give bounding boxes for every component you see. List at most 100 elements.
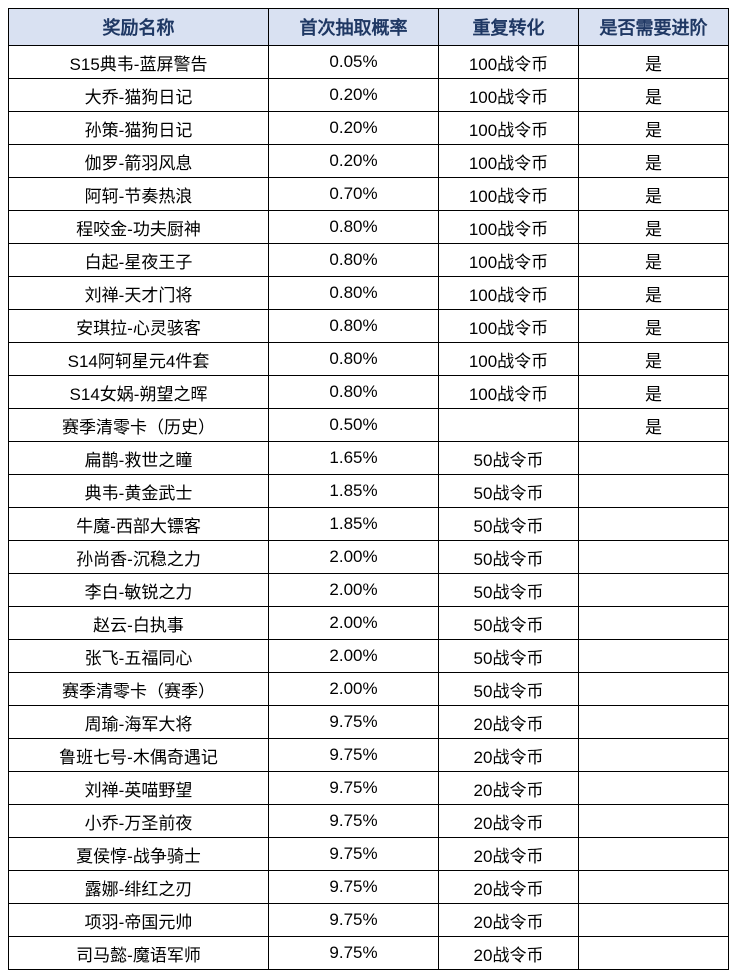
cell-name: 孙尚香-沉稳之力 <box>9 541 269 574</box>
cell-convert <box>439 409 579 442</box>
cell-convert: 100战令币 <box>439 145 579 178</box>
cell-name: 扁鹊-救世之瞳 <box>9 442 269 475</box>
cell-name: 阿轲-节奏热浪 <box>9 178 269 211</box>
table-row: 李白-敏锐之力2.00%50战令币 <box>9 574 729 607</box>
cell-rate: 0.80% <box>269 211 439 244</box>
table-row: 大乔-猫狗日记0.20%100战令币是 <box>9 79 729 112</box>
cell-name: S15典韦-蓝屏警告 <box>9 46 269 79</box>
cell-rate: 2.00% <box>269 541 439 574</box>
cell-name: 司马懿-魔语军师 <box>9 937 269 970</box>
cell-name: 孙策-猫狗日记 <box>9 112 269 145</box>
cell-convert: 100战令币 <box>439 343 579 376</box>
cell-convert: 20战令币 <box>439 739 579 772</box>
cell-convert: 100战令币 <box>439 79 579 112</box>
table-row: 孙尚香-沉稳之力2.00%50战令币 <box>9 541 729 574</box>
cell-rate: 0.05% <box>269 46 439 79</box>
cell-rate: 0.20% <box>269 145 439 178</box>
col-header-rate: 首次抽取概率 <box>269 9 439 46</box>
cell-name: 伽罗-箭羽风息 <box>9 145 269 178</box>
cell-convert: 100战令币 <box>439 244 579 277</box>
cell-name: 项羽-帝国元帅 <box>9 904 269 937</box>
cell-name: 赛季清零卡（历史） <box>9 409 269 442</box>
cell-rate: 0.80% <box>269 376 439 409</box>
cell-convert: 100战令币 <box>439 277 579 310</box>
cell-name: 夏侯惇-战争骑士 <box>9 838 269 871</box>
cell-rate: 1.85% <box>269 475 439 508</box>
cell-rate: 9.75% <box>269 904 439 937</box>
table-row: 牛魔-西部大镖客1.85%50战令币 <box>9 508 729 541</box>
cell-name: 刘禅-英喵野望 <box>9 772 269 805</box>
col-header-convert: 重复转化 <box>439 9 579 46</box>
cell-advance <box>579 805 729 838</box>
cell-name: 张飞-五福同心 <box>9 640 269 673</box>
table-row: 司马懿-魔语军师9.75%20战令币 <box>9 937 729 970</box>
cell-name: 赛季清零卡（赛季） <box>9 673 269 706</box>
cell-advance: 是 <box>579 112 729 145</box>
cell-advance <box>579 937 729 970</box>
table-row: 典韦-黄金武士1.85%50战令币 <box>9 475 729 508</box>
cell-advance: 是 <box>579 310 729 343</box>
cell-name: 鲁班七号-木偶奇遇记 <box>9 739 269 772</box>
cell-rate: 9.75% <box>269 739 439 772</box>
cell-rate: 9.75% <box>269 937 439 970</box>
cell-rate: 9.75% <box>269 706 439 739</box>
cell-rate: 0.20% <box>269 79 439 112</box>
table-row: 白起-星夜王子0.80%100战令币是 <box>9 244 729 277</box>
cell-convert: 100战令币 <box>439 376 579 409</box>
cell-name: 安琪拉-心灵骇客 <box>9 310 269 343</box>
cell-name: 大乔-猫狗日记 <box>9 79 269 112</box>
cell-rate: 2.00% <box>269 607 439 640</box>
cell-convert: 50战令币 <box>439 607 579 640</box>
table-row: 夏侯惇-战争骑士9.75%20战令币 <box>9 838 729 871</box>
cell-rate: 9.75% <box>269 805 439 838</box>
cell-advance: 是 <box>579 277 729 310</box>
cell-advance: 是 <box>579 178 729 211</box>
cell-convert: 20战令币 <box>439 772 579 805</box>
cell-advance <box>579 541 729 574</box>
cell-advance: 是 <box>579 244 729 277</box>
table-row: 张飞-五福同心2.00%50战令币 <box>9 640 729 673</box>
cell-advance: 是 <box>579 376 729 409</box>
reward-table: 奖励名称 首次抽取概率 重复转化 是否需要进阶 S15典韦-蓝屏警告0.05%1… <box>8 8 729 970</box>
cell-rate: 1.65% <box>269 442 439 475</box>
cell-rate: 0.70% <box>269 178 439 211</box>
cell-convert: 50战令币 <box>439 640 579 673</box>
table-row: 刘禅-英喵野望9.75%20战令币 <box>9 772 729 805</box>
cell-convert: 20战令币 <box>439 904 579 937</box>
cell-advance <box>579 871 729 904</box>
cell-name: 小乔-万圣前夜 <box>9 805 269 838</box>
cell-advance: 是 <box>579 46 729 79</box>
cell-rate: 2.00% <box>269 673 439 706</box>
cell-name: 白起-星夜王子 <box>9 244 269 277</box>
col-header-name: 奖励名称 <box>9 9 269 46</box>
cell-convert: 20战令币 <box>439 937 579 970</box>
cell-advance <box>579 838 729 871</box>
cell-rate: 9.75% <box>269 772 439 805</box>
cell-advance <box>579 739 729 772</box>
cell-convert: 20战令币 <box>439 838 579 871</box>
cell-rate: 0.20% <box>269 112 439 145</box>
cell-advance: 是 <box>579 79 729 112</box>
table-row: S15典韦-蓝屏警告0.05%100战令币是 <box>9 46 729 79</box>
table-row: 程咬金-功夫厨神0.80%100战令币是 <box>9 211 729 244</box>
cell-advance: 是 <box>579 409 729 442</box>
cell-name: S14女娲-朔望之晖 <box>9 376 269 409</box>
cell-advance <box>579 508 729 541</box>
cell-convert: 50战令币 <box>439 508 579 541</box>
cell-advance <box>579 640 729 673</box>
cell-advance <box>579 772 729 805</box>
cell-convert: 20战令币 <box>439 706 579 739</box>
col-header-advance: 是否需要进阶 <box>579 9 729 46</box>
table-row: S14女娲-朔望之晖0.80%100战令币是 <box>9 376 729 409</box>
cell-name: 程咬金-功夫厨神 <box>9 211 269 244</box>
cell-advance <box>579 475 729 508</box>
cell-name: 周瑜-海军大将 <box>9 706 269 739</box>
cell-advance <box>579 904 729 937</box>
cell-rate: 0.80% <box>269 277 439 310</box>
cell-convert: 100战令币 <box>439 211 579 244</box>
cell-rate: 2.00% <box>269 574 439 607</box>
cell-convert: 50战令币 <box>439 442 579 475</box>
cell-name: 赵云-白执事 <box>9 607 269 640</box>
cell-rate: 9.75% <box>269 871 439 904</box>
cell-convert: 20战令币 <box>439 805 579 838</box>
